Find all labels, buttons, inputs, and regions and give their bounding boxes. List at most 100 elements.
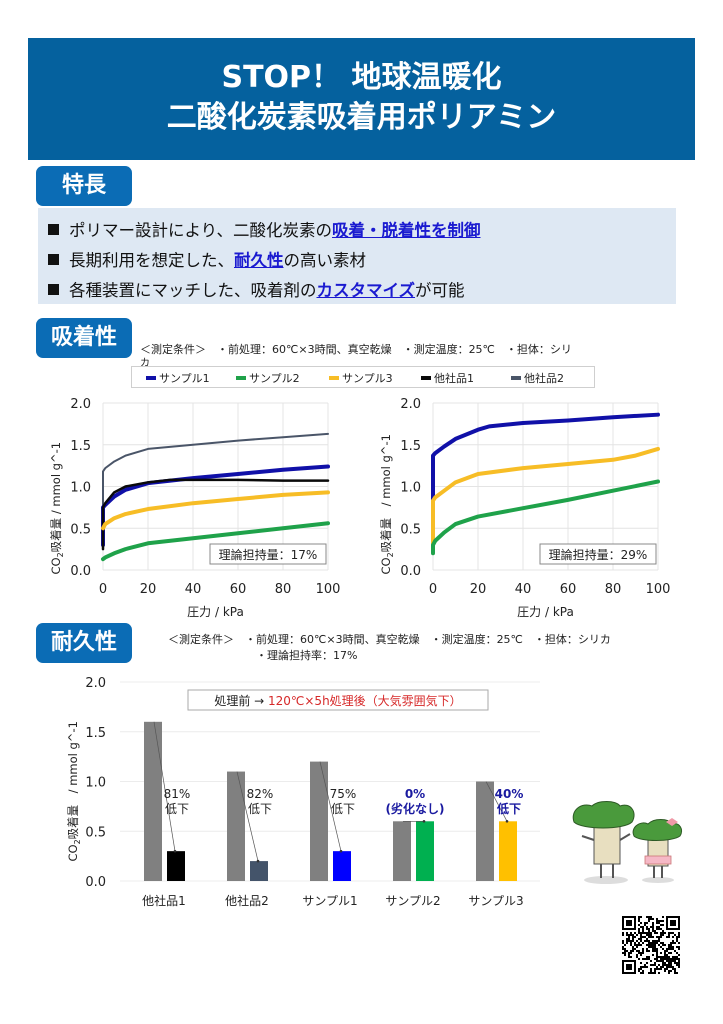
arrow-line bbox=[236, 771, 259, 862]
qr-code[interactable] bbox=[622, 916, 680, 974]
feature-item: 各種装置にマッチした、吸着剤のカスタマイズが可能 bbox=[48, 277, 465, 301]
legend-swatch bbox=[421, 376, 431, 380]
legend-label: 他社品1 bbox=[434, 372, 474, 385]
y-tick-label: 2.0 bbox=[400, 397, 421, 412]
durability-conditions: ＜測定条件＞ ・前処理：60℃×3時間、真空乾燥 ・測定温度：25℃ ・担体：シ… bbox=[168, 633, 611, 646]
category-label: サンプル3 bbox=[468, 894, 523, 908]
drop-label: 低下 bbox=[165, 802, 189, 816]
arrow-line bbox=[485, 781, 508, 822]
y-tick-label: 1.5 bbox=[70, 439, 91, 454]
adsorption-conditions: ＜測定条件＞ ・前処理：60℃×3時間、真空乾燥 ・測定温度：25℃ ・担体：シ… bbox=[140, 343, 572, 356]
title-line-1: STOP！ 地球温暖化 bbox=[221, 60, 502, 95]
drop-percent: 40% bbox=[495, 787, 524, 801]
bar-after bbox=[333, 851, 351, 881]
arrow-head bbox=[339, 849, 343, 853]
mascot-illustration bbox=[572, 801, 683, 884]
y-tick-label: 0.0 bbox=[85, 875, 106, 890]
adsorption-chart-17: 0.0 0.5 1.0 1.5 2.0 0 20 40 60 80 100 圧力 / kPa CO2吸着… bbox=[49, 397, 341, 619]
feature-text: 長期利用を想定した、 bbox=[69, 251, 234, 270]
drop-label: (劣化なし) bbox=[386, 801, 445, 816]
legend-swatch bbox=[329, 376, 339, 380]
arrow-line bbox=[153, 721, 176, 852]
series-line-サンプル2 bbox=[101, 521, 330, 562]
adsorption-conditions-wrap: カ bbox=[140, 358, 150, 369]
square-bullet-icon bbox=[48, 224, 59, 235]
bar-before bbox=[144, 721, 162, 881]
durability-heading: 耐久性 bbox=[36, 623, 132, 663]
category-label: 他社品2 bbox=[225, 893, 269, 908]
legend-label: サンプル3 bbox=[342, 372, 393, 385]
x-tick-label: 60 bbox=[230, 582, 247, 597]
feature-item: ポリマー設計により、二酸化炭素の吸着・脱着性を制御 bbox=[48, 217, 481, 241]
drop-label: 低下 bbox=[496, 801, 521, 816]
x-tick-label: 80 bbox=[605, 582, 622, 597]
mascot-shadow bbox=[584, 876, 628, 884]
square-bullet-icon bbox=[48, 284, 59, 295]
y-tick-label: 0.5 bbox=[85, 825, 106, 840]
x-axis-label: 圧力 / kPa bbox=[187, 605, 244, 619]
feature-text: ポリマー設計により、二酸化炭素の bbox=[69, 221, 333, 240]
bar-before bbox=[227, 771, 245, 881]
x-tick-label: 20 bbox=[470, 582, 487, 597]
drop-percent: 82% bbox=[247, 787, 274, 801]
bar-after bbox=[250, 861, 268, 881]
legend-swatch bbox=[236, 376, 246, 380]
feature-text: が可能 bbox=[415, 281, 465, 300]
x-tick-label: 40 bbox=[185, 582, 202, 597]
y-axis-label: CO2吸着量 / mmol g^-1 bbox=[49, 442, 65, 575]
arrow-head bbox=[505, 820, 509, 823]
x-tick-label: 100 bbox=[316, 582, 341, 597]
y-tick-label: 1.5 bbox=[85, 726, 106, 741]
y-tick-label: 1.0 bbox=[70, 481, 91, 496]
feature-item: 長期利用を想定した、耐久性の高い素材 bbox=[48, 247, 366, 271]
mascot-tall-icon bbox=[572, 801, 635, 878]
features-heading: 特長 bbox=[36, 166, 132, 206]
x-tick-label: 60 bbox=[560, 582, 577, 597]
drop-percent: 81% bbox=[164, 787, 191, 801]
mascot-small-icon bbox=[632, 818, 683, 878]
treatment-note: 処理前 → 120℃×5h処理後（大気雰囲気下） bbox=[187, 689, 489, 711]
legend-item: サンプル1 bbox=[146, 370, 210, 386]
bar-after bbox=[416, 821, 434, 881]
bar-before bbox=[393, 821, 411, 881]
mascot-shadow bbox=[642, 877, 674, 883]
series-line-サンプル2 bbox=[431, 479, 660, 556]
y-tick-label: 1.0 bbox=[85, 776, 106, 791]
arrow-head bbox=[256, 859, 260, 863]
square-bullet-icon bbox=[48, 254, 59, 265]
features-box: ポリマー設計により、二酸化炭素の吸着・脱着性を制御 長期利用を想定した、耐久性の… bbox=[38, 208, 676, 304]
x-tick-label: 0 bbox=[99, 582, 107, 597]
bar-after bbox=[499, 821, 517, 881]
y-tick-label: 0.0 bbox=[70, 564, 91, 579]
title-line-2: 二酸化炭素吸着用ポリアミン bbox=[166, 100, 557, 135]
legend-swatch bbox=[146, 376, 156, 380]
annotation-box: 理論担持量：17% bbox=[209, 543, 327, 565]
y-tick-label: 2.0 bbox=[70, 397, 91, 412]
series-line-サンプル3 bbox=[431, 446, 660, 552]
bar-after bbox=[167, 851, 185, 881]
series-line-サンプル1 bbox=[431, 412, 660, 502]
arrow-head bbox=[422, 820, 426, 823]
drop-label: 低下 bbox=[248, 802, 272, 816]
durability-bar-chart: 0.0 0.5 1.0 1.5 2.0 CO2吸着量 / mmol g^-1 処理前 → 1… bbox=[66, 676, 540, 908]
category-label: サンプル1 bbox=[302, 894, 357, 908]
legend-item: 他社品2 bbox=[511, 370, 564, 386]
annotation-frame bbox=[209, 543, 327, 565]
series-line-サンプル3 bbox=[101, 490, 330, 531]
y-tick-label: 1.5 bbox=[400, 439, 421, 454]
note-frame bbox=[187, 689, 489, 711]
y-tick-label: 0.5 bbox=[400, 522, 421, 537]
x-tick-label: 0 bbox=[429, 582, 437, 597]
y-axis-label: CO2吸着量 / mmol g^-1 bbox=[66, 721, 82, 861]
legend-item: サンプル3 bbox=[329, 370, 393, 386]
legend-label: 他社品2 bbox=[524, 372, 564, 385]
y-tick-label: 1.0 bbox=[400, 481, 421, 496]
x-tick-label: 80 bbox=[275, 582, 292, 597]
legend-label: サンプル2 bbox=[249, 372, 300, 385]
note-text: 処理前 → 120℃×5h処理後（大気雰囲気下） bbox=[214, 693, 461, 708]
y-axis-label: CO2吸着量 / mmol g^-1 bbox=[379, 434, 395, 574]
category-label: 他社品1 bbox=[142, 893, 186, 908]
annotation-box: 理論担持量：29% bbox=[539, 543, 657, 565]
arrow-head bbox=[173, 849, 177, 853]
y-tick-label: 0.0 bbox=[400, 564, 421, 579]
